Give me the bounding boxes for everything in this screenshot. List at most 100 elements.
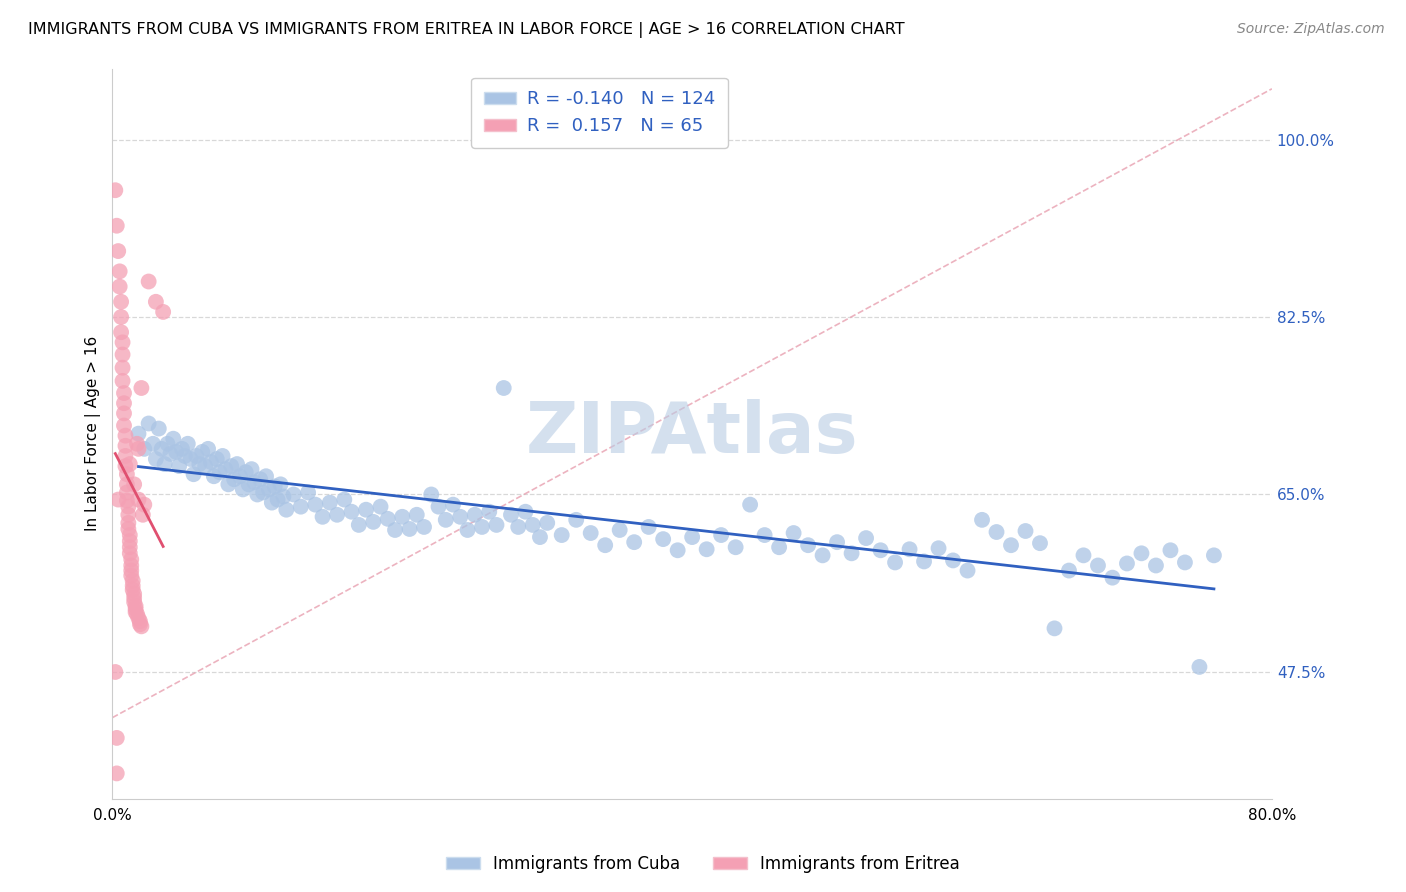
Text: ZIPAtlas: ZIPAtlas [526, 399, 859, 468]
Point [270, 477, 292, 491]
Point [120, 552, 142, 566]
Point [441, 498, 464, 512]
Point [124, 605, 146, 619]
Point [115, 477, 138, 491]
Point [273, 490, 295, 504]
Point [304, 498, 326, 512]
Point [145, 294, 167, 309]
Point [449, 509, 471, 524]
Point [114, 428, 136, 442]
Point [122, 591, 145, 605]
Point [107, 244, 129, 258]
Point [536, 516, 558, 530]
Point [114, 449, 136, 463]
Point [115, 493, 138, 508]
Point [297, 485, 319, 500]
Point [1057, 564, 1080, 578]
Point [1029, 536, 1052, 550]
Point [609, 523, 631, 537]
Point [825, 535, 848, 549]
Point [413, 520, 436, 534]
Y-axis label: In Labor Force | Age > 16: In Labor Force | Age > 16 [86, 336, 101, 532]
Point [499, 508, 522, 522]
Point [200, 455, 222, 469]
Point [928, 541, 950, 556]
Point [1144, 558, 1167, 573]
Point [118, 540, 141, 554]
Point [121, 579, 143, 593]
Point [464, 508, 486, 522]
Point [427, 500, 450, 514]
Point [108, 279, 131, 293]
Text: IMMIGRANTS FROM CUBA VS IMMIGRANTS FROM ERITREA IN LABOR FORCE | AGE > 16 CORREL: IMMIGRANTS FROM CUBA VS IMMIGRANTS FROM … [28, 22, 904, 38]
Point [319, 495, 342, 509]
Point [105, 219, 128, 233]
Point [219, 459, 242, 474]
Point [869, 543, 891, 558]
Point [478, 505, 501, 519]
Point [229, 469, 252, 483]
Point [1202, 549, 1225, 563]
Point [122, 587, 145, 601]
Point [129, 614, 152, 628]
Point [111, 374, 134, 388]
Point [115, 485, 138, 500]
Point [128, 611, 150, 625]
Text: Source: ZipAtlas.com: Source: ZipAtlas.com [1237, 22, 1385, 37]
Point [159, 447, 181, 461]
Point [128, 426, 150, 441]
Point [131, 381, 153, 395]
Point [529, 530, 551, 544]
Point [211, 449, 233, 463]
Point [354, 502, 377, 516]
Point [208, 465, 231, 479]
Point [420, 487, 443, 501]
Point [326, 508, 349, 522]
Point [1116, 557, 1139, 571]
Point [710, 528, 733, 542]
Point [492, 381, 515, 395]
Point [1000, 538, 1022, 552]
Point [112, 406, 135, 420]
Legend: R = -0.140   N = 124, R =  0.157   N = 65: R = -0.140 N = 124, R = 0.157 N = 65 [471, 78, 728, 148]
Point [118, 457, 141, 471]
Point [1188, 660, 1211, 674]
Point [246, 487, 269, 501]
Point [142, 437, 165, 451]
Point [1043, 621, 1066, 635]
Point [165, 445, 187, 459]
Point [138, 417, 160, 431]
Point [177, 437, 200, 451]
Point [104, 665, 127, 679]
Point [565, 513, 588, 527]
Point [117, 516, 139, 530]
Point [240, 462, 263, 476]
Point [398, 522, 420, 536]
Point [235, 465, 257, 479]
Point [134, 498, 156, 512]
Point [724, 540, 747, 554]
Point [740, 498, 762, 512]
Point [128, 442, 150, 456]
Point [363, 515, 385, 529]
Point [811, 549, 834, 563]
Point [110, 294, 132, 309]
Point [370, 500, 392, 514]
Point [666, 543, 689, 558]
Point [114, 439, 136, 453]
Point [120, 558, 142, 573]
Point [263, 479, 285, 493]
Point [637, 520, 659, 534]
Point [898, 542, 921, 557]
Point [117, 508, 139, 522]
Point [333, 492, 356, 507]
Point [167, 459, 190, 474]
Point [623, 535, 645, 549]
Point [238, 477, 260, 491]
Point [841, 546, 863, 560]
Point [128, 492, 150, 507]
Point [186, 449, 208, 463]
Point [266, 492, 288, 507]
Point [118, 534, 141, 549]
Point [105, 766, 128, 780]
